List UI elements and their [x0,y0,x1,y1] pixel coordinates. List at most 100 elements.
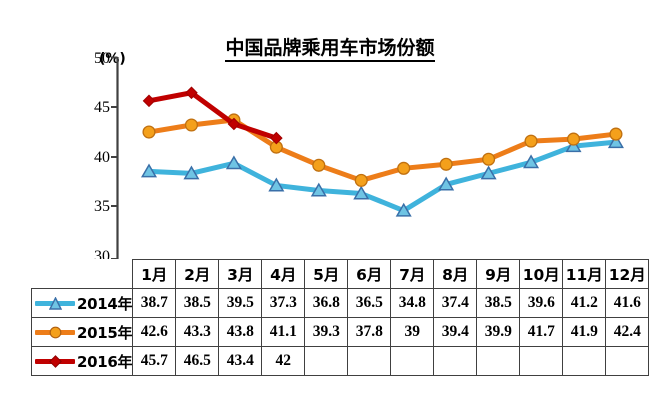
cell-2016-6 [347,346,392,376]
data-point-2015年-5 [312,158,326,172]
cell-2016-12 [605,346,650,376]
y-tick-label-35: 35 [94,198,110,215]
month-header-11: 11月 [562,259,607,289]
series-line-2016年 [146,90,279,141]
table-row: 2016年 45.7 46.5 43.4 42 [30,346,650,376]
cell-2016-10 [519,346,564,376]
cell-2016-11 [562,346,607,376]
cell-2016-2: 46.5 [175,346,220,376]
data-point-2014年-7 [395,202,412,217]
legend-label-2015: 2015年 [77,323,133,342]
month-header-10: 10月 [519,259,564,289]
cell-2014-3: 39.5 [218,288,263,318]
cell-2014-2: 38.5 [175,288,220,318]
table-header-row: 1月 2月 3月 4月 5月 6月 7月 8月 9月 10月 11月 12月 [32,259,650,289]
cell-2015-8: 39.4 [433,317,478,347]
month-header-9: 9月 [476,259,521,289]
month-header-7: 7月 [390,259,435,289]
circle-icon [49,326,62,339]
cell-2014-11: 41.2 [562,288,607,318]
y-tick-label-45: 45 [94,99,110,116]
table-row: 2014年 38.7 38.5 39.5 37.3 36.8 36.5 34.8… [30,288,650,318]
data-point-2015年-7 [397,161,411,175]
data-point-2016年-4 [270,131,283,145]
cell-2014-9: 38.5 [476,288,521,318]
series-line-2014年 [146,139,619,214]
month-header-8: 8月 [433,259,478,289]
data-point-2014年-8 [438,176,455,191]
y-tick-label-40: 40 [94,149,110,166]
table-corner-cell [32,260,133,289]
data-point-2014年-10 [523,154,540,169]
legend-label-2016: 2016年 [77,352,133,371]
cell-2015-2: 43.3 [175,317,220,347]
cell-2014-1: 38.7 [132,288,177,318]
data-point-2014年-4 [268,177,285,192]
cell-2016-1: 45.7 [132,346,177,376]
month-header-1: 1月 [132,259,177,289]
cell-2014-6: 36.5 [347,288,392,318]
cell-2014-10: 39.6 [519,288,564,318]
data-point-2015年-6 [354,173,368,187]
y-tick-label-50: 50 [94,50,110,67]
cell-2015-3: 43.8 [218,317,263,347]
month-header-4: 4月 [261,259,306,289]
month-header-2: 2月 [175,259,220,289]
data-point-2015年-8 [439,157,453,171]
data-point-2015年-10 [524,134,538,148]
data-point-2015年-12 [609,127,623,141]
legend-label-2014: 2014年 [77,294,133,313]
cell-2015-11: 41.9 [562,317,607,347]
cell-2015-5: 39.3 [304,317,349,347]
legend-cell-2016: 2016年 [30,346,134,376]
cell-2016-7 [390,346,435,376]
month-header-3: 3月 [218,259,263,289]
y-axis [111,56,119,260]
cell-2015-12: 42.4 [605,317,650,347]
data-point-2014年-9 [480,165,497,180]
data-point-2015年-9 [482,152,496,166]
legend-swatch-2015 [35,322,75,342]
cell-2014-4: 37.3 [261,288,306,318]
chart-title-text: 中国品牌乘用车市场份额 [225,37,435,62]
data-point-2015年-11 [566,132,581,146]
data-point-2014年-5 [310,182,327,197]
data-point-2016年-2 [185,86,198,100]
legend-cell-2014: 2014年 [30,288,134,318]
month-header-12: 12月 [605,259,650,289]
cell-2016-3: 43.4 [218,346,263,376]
cell-2016-4: 42 [261,346,306,376]
cell-2015-9: 39.9 [476,317,521,347]
cell-2014-12: 41.6 [605,288,650,318]
cell-2014-5: 36.8 [304,288,349,318]
diamond-icon [49,355,62,368]
data-point-2016年-3 [227,117,241,131]
month-header-5: 5月 [304,259,349,289]
data-point-2014年-12 [607,134,624,149]
data-point-2014年-3 [225,155,242,170]
data-point-2016年-1 [142,94,156,108]
month-header-6: 6月 [347,259,392,289]
plot-area [111,56,624,260]
series-group [140,86,624,217]
cell-2016-9 [476,346,521,376]
cell-2016-8 [433,346,478,376]
cell-2015-4: 41.1 [261,317,306,347]
cell-2015-10: 41.7 [519,317,564,347]
legend-swatch-2014 [35,293,75,313]
page-title: 中国品牌乘用车市场份额 [160,33,500,62]
data-point-2014年-2 [183,165,200,180]
legend-cell-2015: 2015年 [30,317,134,347]
data-point-2014年-6 [353,185,370,200]
cell-2015-6: 37.8 [347,317,392,347]
cell-2014-8: 37.4 [433,288,478,318]
y-axis-unit-label: (%) [99,51,126,67]
cell-2016-5 [304,346,349,376]
series-line-2015年 [146,117,619,183]
data-point-2015年-2 [184,118,199,132]
data-point-2015年-1 [142,125,156,139]
cell-2014-7: 34.8 [390,288,435,318]
data-point-2014年-1 [140,163,158,178]
triangle-icon [49,297,62,310]
